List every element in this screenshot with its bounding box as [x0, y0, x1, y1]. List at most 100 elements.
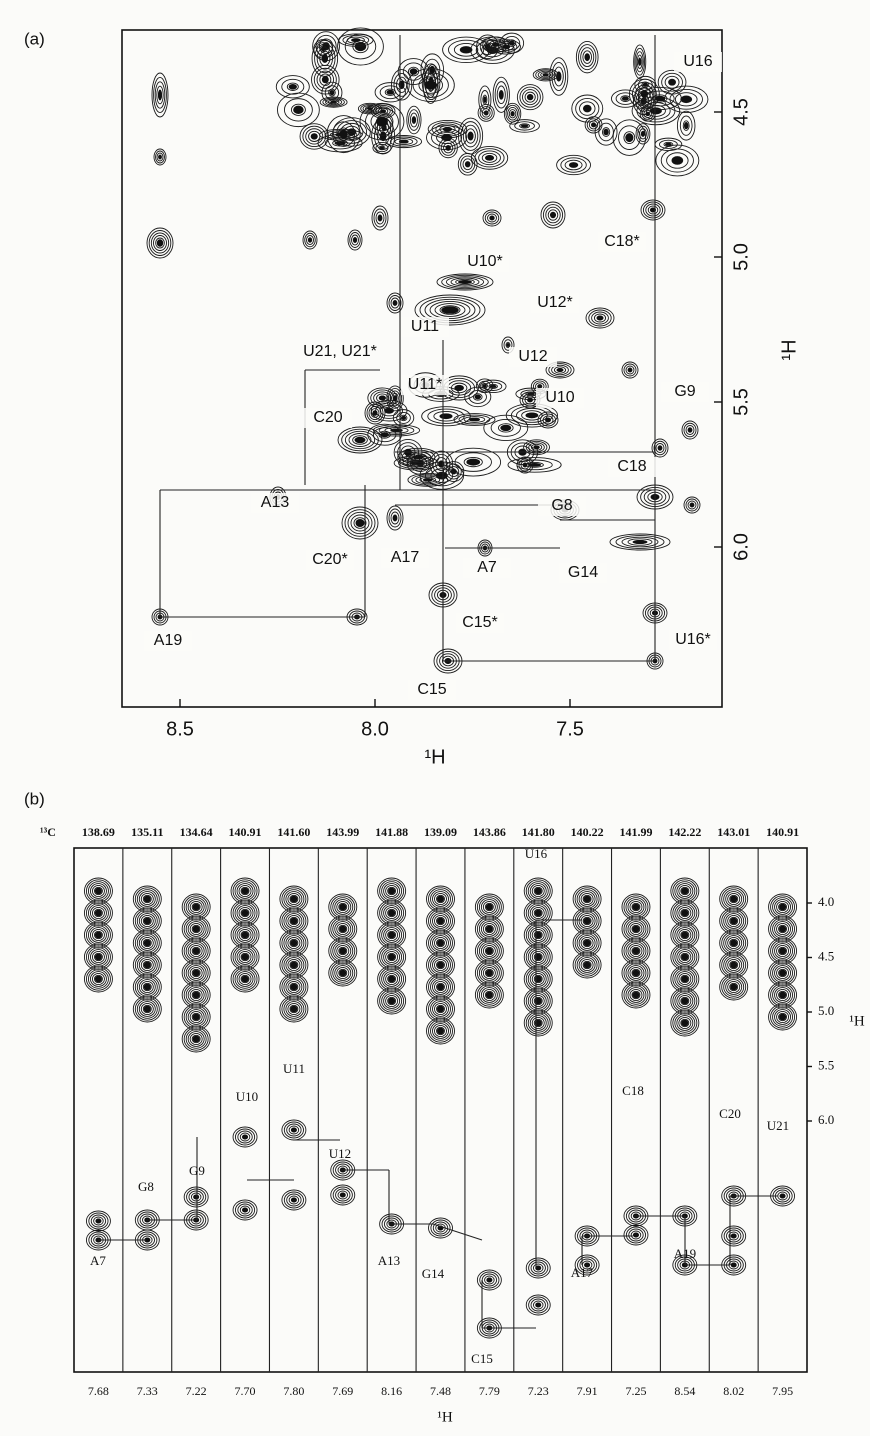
label-backing [381, 548, 429, 568]
contour [319, 96, 348, 108]
contour-core [424, 80, 437, 90]
contour-core [654, 95, 666, 102]
contour [533, 952, 543, 962]
contour [332, 1186, 353, 1204]
contour [612, 119, 647, 156]
contour [577, 1256, 598, 1274]
contour [634, 75, 657, 94]
carbon-shift: 141.99 [619, 825, 652, 839]
contour [436, 1004, 445, 1014]
y-axis-title: ¹H [849, 1013, 864, 1029]
contour [460, 121, 481, 151]
contour [778, 1012, 788, 1022]
contour-core [485, 969, 493, 977]
contour [580, 936, 594, 950]
contour [502, 44, 511, 50]
contour-core [288, 83, 297, 90]
contour [621, 981, 651, 1009]
contour-core [474, 394, 482, 400]
contour [337, 1190, 349, 1200]
contour [482, 209, 502, 227]
contour-core [632, 1232, 639, 1238]
contour [138, 935, 156, 951]
contour [276, 92, 320, 128]
contour [439, 305, 461, 315]
contour [238, 884, 252, 898]
contour [313, 67, 337, 92]
contour [299, 123, 329, 150]
contour [352, 435, 368, 445]
contour-core [526, 94, 534, 101]
contour-core [537, 384, 542, 389]
contour [530, 443, 543, 451]
contour [482, 944, 496, 958]
contour [336, 944, 350, 958]
contour [641, 102, 671, 120]
contour [728, 1231, 739, 1241]
contour [91, 950, 105, 964]
contour-core [638, 57, 642, 66]
contour [370, 408, 380, 418]
contour [341, 428, 379, 452]
contour [436, 916, 445, 926]
contour [138, 1001, 156, 1017]
contour [678, 972, 692, 986]
contour-core [437, 1027, 444, 1035]
contour [344, 430, 376, 450]
contour-core [192, 991, 200, 999]
contour-core [290, 983, 298, 991]
contour [319, 128, 363, 141]
contour [582, 894, 592, 904]
contour [683, 422, 697, 438]
contour [635, 123, 651, 145]
contour-core [681, 953, 689, 961]
contour [335, 1188, 351, 1202]
contour [434, 303, 466, 317]
contour [285, 1001, 303, 1017]
contour-core [641, 131, 645, 137]
contour [532, 68, 559, 82]
contour [533, 974, 543, 984]
contour [142, 1004, 152, 1014]
contour [522, 89, 539, 106]
contour-core [376, 117, 388, 127]
contour [138, 957, 156, 973]
contour [445, 276, 485, 288]
carbon-shift: 140.91 [229, 825, 262, 839]
contour-core [241, 975, 249, 983]
peak-label: U12* [537, 294, 573, 311]
contour-core [680, 96, 692, 103]
contour-core [486, 1277, 493, 1283]
y-tick-label: 5.0 [730, 243, 752, 271]
connectivity-line [432, 1223, 483, 1241]
contour-core [378, 395, 386, 401]
contour-core [535, 1302, 542, 1308]
contour [386, 292, 404, 314]
contour [633, 44, 647, 79]
contour [729, 916, 739, 926]
proton-shift: 7.79 [479, 1384, 500, 1398]
carbon-shift: 138.69 [82, 825, 115, 839]
contour [236, 905, 254, 921]
peak-label: G9 [674, 383, 695, 400]
contour [579, 101, 596, 116]
contour [419, 296, 481, 324]
contour [322, 97, 345, 107]
contour [776, 944, 790, 958]
contour [191, 902, 201, 912]
contour [283, 1191, 304, 1209]
contour [521, 410, 543, 421]
contour-core [483, 96, 487, 104]
contour [189, 966, 203, 980]
contour [725, 891, 743, 907]
contour-core [192, 1035, 200, 1043]
contour-core [632, 969, 640, 977]
contour [462, 158, 473, 171]
contour [155, 237, 165, 249]
contour-core [489, 216, 495, 220]
contour [647, 205, 659, 215]
contour [463, 416, 486, 423]
contour [529, 927, 547, 943]
contour [685, 498, 699, 512]
